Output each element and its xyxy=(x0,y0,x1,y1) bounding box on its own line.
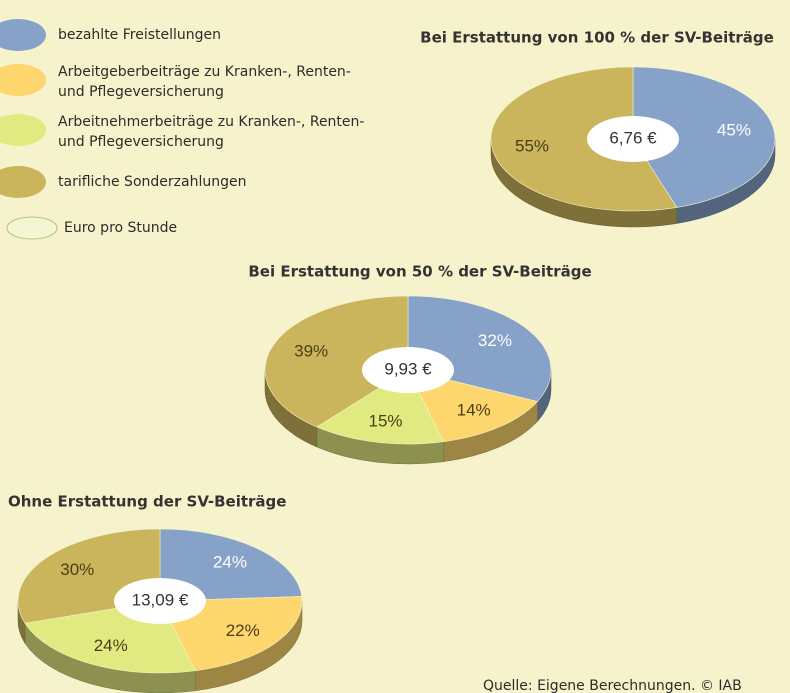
chart-title: Bei Erstattung von 100 % der SV-Beiträge xyxy=(420,29,774,47)
center-ellipse xyxy=(114,578,206,624)
pie-slice xyxy=(407,369,538,443)
center-ellipse xyxy=(362,347,454,393)
legend-label: tarifliche Sonderzahlungen xyxy=(58,174,246,190)
legend-label: Euro pro Stunde xyxy=(64,220,177,236)
value-label: 15% xyxy=(369,411,403,430)
source: Quelle: Eigene Berechnungen. © IAB xyxy=(483,678,742,693)
pie-slice xyxy=(632,66,776,208)
value-label: 32% xyxy=(478,331,512,350)
legend-label: bezahlte Freistellungen xyxy=(58,27,221,43)
legend-center-swatch xyxy=(6,216,58,240)
legend-swatch xyxy=(0,114,46,146)
legend-swatch xyxy=(0,64,46,96)
center-ellipse xyxy=(587,116,679,162)
center-label: 13,09 € xyxy=(132,590,189,609)
chart-title: Bei Erstattung von 50 % der SV-Beiträge xyxy=(248,263,591,281)
legend-label: Arbeitnehmerbeiträge zu Kranken-, Renten… xyxy=(58,114,364,150)
center-label: 9,93 € xyxy=(384,359,432,378)
value-label: 55% xyxy=(515,137,549,156)
value-label: 14% xyxy=(457,401,491,420)
legend-swatch xyxy=(0,19,46,51)
center-label: 6,76 € xyxy=(609,128,657,147)
value-label: 45% xyxy=(717,120,751,139)
chart-title: Ohne Erstattung der SV-Beiträge xyxy=(8,493,286,511)
value-label: 39% xyxy=(294,341,328,360)
pie-slice xyxy=(264,295,409,428)
value-label: 24% xyxy=(94,636,128,655)
legend-label: Arbeitgeberbeiträge zu Kranken-, Renten-… xyxy=(58,64,351,100)
value-label: 30% xyxy=(60,560,94,579)
value-label: 24% xyxy=(213,553,247,572)
pie-slice xyxy=(159,528,303,602)
pie-slice xyxy=(490,66,678,212)
value-label: 22% xyxy=(226,621,260,640)
legend-swatch xyxy=(0,166,46,198)
